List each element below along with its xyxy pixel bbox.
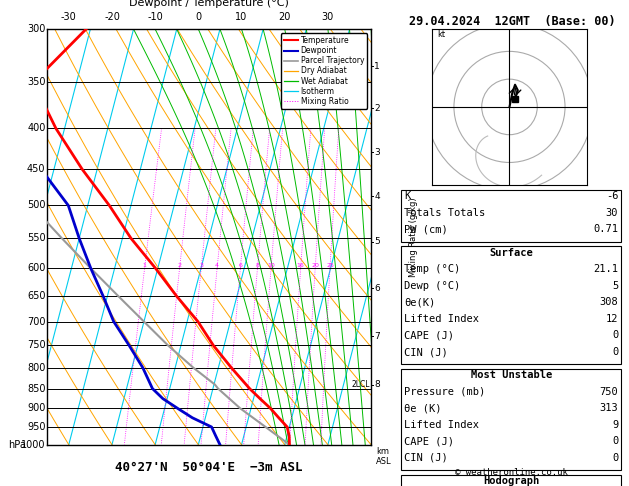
Legend: Temperature, Dewpoint, Parcel Trajectory, Dry Adiabat, Wet Adiabat, Isotherm, Mi: Temperature, Dewpoint, Parcel Trajectory…: [281, 33, 367, 109]
Text: Dewpoint / Temperature (°C): Dewpoint / Temperature (°C): [129, 0, 289, 8]
Text: -30: -30: [61, 12, 77, 22]
Text: 800: 800: [27, 363, 45, 373]
Text: 7: 7: [374, 331, 380, 341]
Text: 21.1: 21.1: [593, 264, 618, 275]
Text: 0: 0: [195, 12, 201, 22]
Text: Lifted Index: Lifted Index: [404, 314, 479, 324]
Text: CIN (J): CIN (J): [404, 453, 448, 463]
Text: Most Unstable: Most Unstable: [470, 370, 552, 381]
Text: 29.04.2024  12GMT  (Base: 00): 29.04.2024 12GMT (Base: 00): [409, 15, 616, 28]
Text: 650: 650: [27, 291, 45, 301]
Text: 308: 308: [599, 297, 618, 308]
Text: 9: 9: [612, 420, 618, 430]
Text: θe(K): θe(K): [404, 297, 436, 308]
Text: 850: 850: [27, 383, 45, 394]
Text: CAPE (J): CAPE (J): [404, 330, 454, 341]
Text: 300: 300: [27, 24, 45, 34]
Text: 3: 3: [199, 263, 203, 268]
Text: Hodograph: Hodograph: [483, 476, 540, 486]
Text: 3: 3: [374, 148, 380, 157]
Text: 1000: 1000: [21, 440, 45, 450]
Text: 0: 0: [612, 330, 618, 341]
Text: Temp (°C): Temp (°C): [404, 264, 460, 275]
Text: 750: 750: [27, 340, 45, 350]
Text: 2: 2: [374, 104, 380, 113]
Text: 12: 12: [606, 314, 618, 324]
Text: 20: 20: [311, 263, 319, 268]
Text: 2LCL: 2LCL: [352, 380, 370, 389]
Text: hPa: hPa: [8, 440, 26, 450]
Text: 8: 8: [255, 263, 259, 268]
Text: 6: 6: [238, 263, 242, 268]
Text: 600: 600: [27, 263, 45, 274]
Text: 900: 900: [27, 403, 45, 413]
Text: 0: 0: [612, 347, 618, 357]
Text: 30: 30: [322, 12, 334, 22]
Text: 25: 25: [326, 263, 334, 268]
Text: CAPE (J): CAPE (J): [404, 436, 454, 447]
Text: Totals Totals: Totals Totals: [404, 208, 486, 218]
Text: Lifted Index: Lifted Index: [404, 420, 479, 430]
Text: km
ASL: km ASL: [376, 447, 392, 466]
Text: 6: 6: [374, 284, 380, 293]
Text: 4: 4: [215, 263, 219, 268]
Text: 16: 16: [297, 263, 304, 268]
Text: Mixing Ratio (g/kg): Mixing Ratio (g/kg): [409, 197, 418, 277]
Text: 450: 450: [27, 164, 45, 174]
Text: 40°27'N  50°04'E  −3m ASL: 40°27'N 50°04'E −3m ASL: [115, 461, 303, 474]
Text: 4: 4: [374, 192, 380, 201]
Text: K: K: [404, 191, 411, 201]
Text: 700: 700: [27, 316, 45, 327]
Text: -6: -6: [606, 191, 618, 201]
Text: 20: 20: [279, 12, 291, 22]
Text: Pressure (mb): Pressure (mb): [404, 387, 486, 397]
Text: CIN (J): CIN (J): [404, 347, 448, 357]
Text: 400: 400: [27, 123, 45, 134]
Text: Surface: Surface: [489, 248, 533, 258]
Text: 313: 313: [599, 403, 618, 414]
Text: Dewp (°C): Dewp (°C): [404, 281, 460, 291]
Text: © weatheronline.co.uk: © weatheronline.co.uk: [455, 468, 568, 477]
Text: -10: -10: [147, 12, 163, 22]
Text: 0: 0: [612, 453, 618, 463]
Text: 8: 8: [374, 380, 380, 389]
Text: 2: 2: [177, 263, 182, 268]
Text: 5: 5: [612, 281, 618, 291]
Text: 10: 10: [267, 263, 275, 268]
Text: PW (cm): PW (cm): [404, 224, 448, 234]
Text: -20: -20: [104, 12, 120, 22]
Text: 550: 550: [27, 233, 45, 243]
Text: θe (K): θe (K): [404, 403, 442, 414]
Text: kt: kt: [437, 31, 445, 39]
Text: 1: 1: [143, 263, 147, 268]
Text: 30: 30: [606, 208, 618, 218]
Text: 0: 0: [612, 436, 618, 447]
Text: 1: 1: [374, 62, 380, 71]
Text: 0.71: 0.71: [593, 224, 618, 234]
Text: 750: 750: [599, 387, 618, 397]
Text: 500: 500: [27, 200, 45, 210]
Text: 10: 10: [235, 12, 248, 22]
Text: 350: 350: [27, 77, 45, 87]
Text: 950: 950: [27, 422, 45, 432]
Text: 5: 5: [374, 237, 380, 246]
